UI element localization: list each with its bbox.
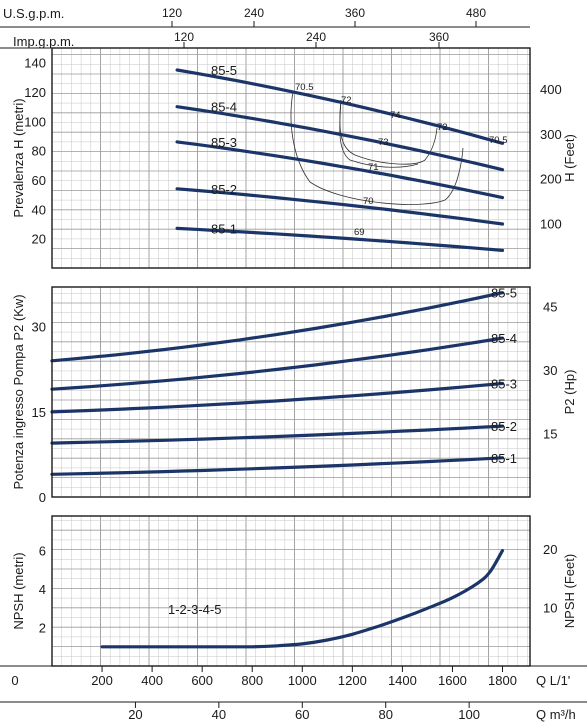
grid-layer	[52, 48, 530, 666]
npsh-feet-tick-label: 10	[543, 600, 557, 615]
efficiency-curves	[290, 91, 464, 205]
usgpm-tick-label: 360	[345, 6, 365, 20]
h-metri-tick-label: 100	[24, 114, 46, 129]
power-curve-85-2	[50, 424, 505, 445]
npsh-metri-tick-label: 6	[39, 544, 46, 559]
head-curve-label: 85-3	[211, 135, 237, 150]
power-curve-85-5	[50, 291, 505, 363]
p2-kw-axis-label: Potenza ingresso Pompa P2 (Kw)	[11, 294, 26, 489]
lmin-tick-label: 1400	[388, 673, 417, 688]
h-metri-tick-label: 40	[32, 202, 46, 217]
impgpm-tick-label: 240	[306, 30, 326, 44]
efficiency-label: 70.5	[295, 82, 314, 93]
npsh-feet-axis-label: NPSH (Feet)	[562, 554, 577, 628]
lmin-tick-label: 1200	[338, 673, 367, 688]
m3h-tick-label: 60	[295, 707, 309, 722]
usgpm-tick-label: 240	[244, 6, 264, 20]
efficiency-iso-line	[339, 99, 419, 168]
h-metri-tick-label: 60	[32, 173, 46, 188]
head-curve-label: 85-4	[211, 100, 237, 115]
impgpm-axis-label: Imp.g.p.m.	[13, 34, 74, 49]
panel-frame	[51, 286, 531, 498]
power-curve-label: 85-4	[491, 331, 517, 346]
efficiency-label: 72	[437, 122, 448, 133]
p2-kw-tick-label: 15	[32, 405, 46, 420]
head-curve-85-5	[175, 68, 505, 145]
lmin-tick-label: 200	[91, 673, 113, 688]
p2-hp-tick-label: 45	[543, 300, 557, 315]
p2-hp-tick-label: 30	[543, 363, 557, 378]
efficiency-label: 70.5	[489, 135, 508, 146]
h-metri-tick-label: 20	[32, 232, 46, 247]
npsh-curve	[100, 549, 505, 649]
h-feet-tick-label: 400	[540, 82, 562, 97]
h-feet-tick-label: 300	[540, 127, 562, 142]
performance-curves	[50, 68, 505, 649]
lmin-tick-label: 0	[11, 673, 18, 688]
efficiency-label: 69	[354, 227, 365, 238]
power-curve-label: 85-1	[491, 451, 517, 466]
power-curve-label: 85-2	[491, 419, 517, 434]
efficiency-label: 71	[368, 162, 379, 173]
lmin-tick-label: 1800	[488, 673, 517, 688]
lmin-tick-label: 1000	[288, 673, 317, 688]
m3h-axis-label: Q m³/h	[536, 707, 576, 722]
h-metri-axis-label: Prevalenza H (metri)	[11, 98, 26, 217]
h-feet-axis-label: H (Feet)	[562, 134, 577, 182]
head-curve-85-4	[175, 105, 505, 172]
npsh-metri-axis-label: NPSH (metri)	[11, 552, 26, 629]
p2-kw-tick-label: 0	[39, 490, 46, 505]
efficiency-iso-line	[290, 91, 464, 205]
head-curve-85-2	[175, 187, 505, 226]
lmin-tick-label: 1600	[438, 673, 467, 688]
power-curve-85-3	[50, 381, 505, 414]
h-metri-tick-label: 120	[24, 85, 46, 100]
lmin-tick-label: 600	[191, 673, 213, 688]
npsh-curve-label: 1-2-3-4-5	[168, 602, 221, 617]
efficiency-label: 73	[378, 137, 389, 148]
impgpm-tick-label: 120	[174, 30, 194, 44]
h-feet-tick-label: 200	[540, 172, 562, 187]
head-curve-label: 85-2	[211, 182, 237, 197]
head-curve-85-3	[175, 140, 505, 200]
npsh-metri-tick-label: 4	[39, 582, 46, 597]
lmin-axis-label: Q L/1'	[536, 673, 570, 688]
efficiency-label: 70	[363, 196, 374, 207]
p2-hp-tick-label: 15	[543, 427, 557, 442]
head-curve-85-1	[175, 226, 505, 252]
usgpm-tick-label: 120	[162, 6, 182, 20]
m3h-tick-label: 100	[458, 707, 480, 722]
h-feet-tick-label: 100	[540, 216, 562, 231]
usgpm-axis-label: U.S.g.p.m.	[3, 6, 64, 21]
panel-frames	[0, 21, 587, 708]
power-curve-label: 85-5	[491, 286, 517, 301]
power-curve-label: 85-3	[491, 376, 517, 391]
npsh-metri-tick-label: 2	[39, 621, 46, 636]
npsh-feet-tick-label: 20	[543, 542, 557, 557]
head-curve-label: 85-5	[211, 63, 237, 78]
h-metri-tick-label: 140	[24, 56, 46, 71]
head-curve-label: 85-1	[211, 221, 237, 236]
lmin-tick-label: 800	[241, 673, 263, 688]
h-metri-tick-label: 80	[32, 144, 46, 159]
p2-kw-tick-label: 30	[32, 320, 46, 335]
power-curve-85-1	[50, 456, 505, 476]
usgpm-tick-label: 480	[466, 6, 486, 20]
p2-hp-axis-label: P2 (Hp)	[562, 370, 577, 415]
efficiency-label: 72	[341, 95, 352, 106]
impgpm-tick-label: 360	[429, 30, 449, 44]
m3h-tick-label: 40	[212, 707, 226, 722]
efficiency-label: 74	[390, 110, 401, 121]
lmin-tick-label: 400	[141, 673, 163, 688]
m3h-tick-label: 20	[128, 707, 142, 722]
m3h-tick-label: 80	[378, 707, 392, 722]
power-curve-85-4	[50, 336, 505, 391]
